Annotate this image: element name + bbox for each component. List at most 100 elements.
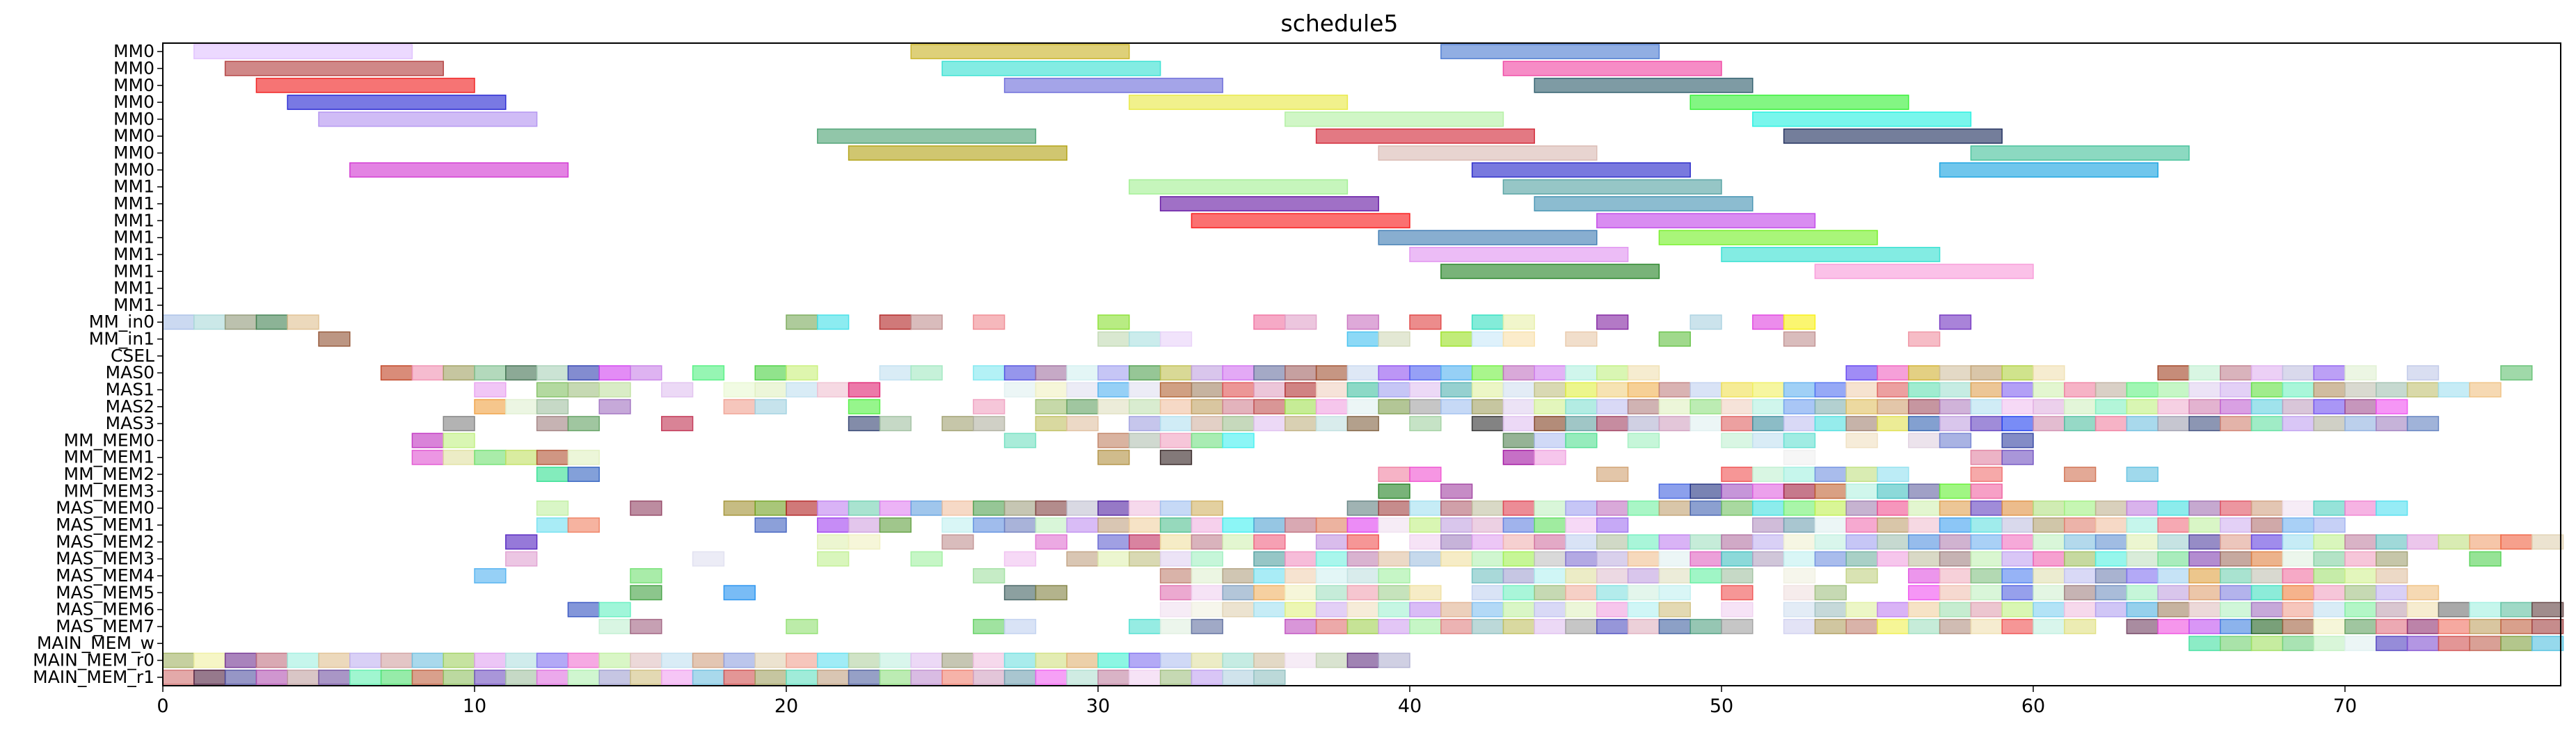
cell-bar [1003,433,1037,449]
y-tick-label: MM0 [113,58,154,78]
cell-bar [1502,602,1535,618]
cell-bar [630,652,662,668]
cell-bar [2033,365,2065,381]
cell-bar [536,517,569,533]
cell-bar [754,652,787,668]
cell-bar [1939,585,1972,601]
cell-bar [598,669,631,685]
cell-bar [1689,314,1722,330]
cell-bar [1534,500,1566,516]
cell-bar [2094,534,2128,550]
task-bar [1721,246,1941,262]
cell-bar [598,398,631,414]
cell-bar [692,551,725,567]
cell-bar [1003,365,1037,381]
cell-bar [2001,551,2034,567]
cell-bar [1035,585,1067,601]
cell-bar [817,314,850,330]
cell-bar [1845,382,1878,398]
cell-bar [2250,567,2284,583]
cell-bar [1877,483,1909,499]
cell-bar [1658,618,1691,634]
cell-bar [567,449,600,465]
cell-bar [1035,416,1067,432]
cell-bar [2313,365,2346,381]
cell-bar [1658,551,1691,567]
cell-bar [224,314,257,330]
cell-bar [1627,382,1660,398]
y-tick-label: MM_MEM1 [64,447,154,467]
cell-bar [349,652,382,668]
cell-bar [2188,618,2221,634]
cell-bar [1689,398,1722,414]
cell-bar [1003,585,1037,601]
cell-bar [754,365,787,381]
cell-bar [1502,331,1535,347]
cell-bar [1159,433,1193,449]
cell-bar [2500,602,2533,618]
cell-bar [224,669,257,685]
cell-bar [1596,602,1629,618]
cell-bar [1627,398,1660,414]
cell-bar [630,585,662,601]
cell-bar [2188,500,2221,516]
cell-bar [2126,416,2158,432]
cell-bar [2376,585,2408,601]
cell-bar [2220,618,2252,634]
cell-bar [2220,382,2252,398]
cell-bar [1783,534,1816,550]
cell-bar [287,314,319,330]
cell-bar [1908,534,1941,550]
cell-bar [754,517,787,533]
cell-bar [2469,602,2502,618]
cell-bar [1502,398,1535,414]
cell-bar [1502,449,1535,465]
cell-bar [1285,382,1317,398]
cell-bar [1253,652,1286,668]
cell-bar [255,669,288,685]
y-tick-label: MAS_MEM0 [56,498,154,518]
cell-bar [1534,449,1566,465]
cell-bar [2313,517,2346,533]
cell-bar [1346,365,1379,381]
task-bar [910,44,1130,60]
cell-bar [1440,483,1473,499]
cell-bar [1939,365,1972,381]
cell-bar [255,652,288,668]
cell-bar [598,382,631,398]
cell-bar [754,500,787,516]
x-tick-label: 40 [1398,695,1422,717]
task-bar [1378,145,1598,161]
cell-bar [1159,652,1193,668]
cell-bar [1783,567,1816,583]
cell-bar [318,669,351,685]
cell-bar [1097,500,1130,516]
cell-bar [1596,517,1629,533]
cell-bar [1471,602,1504,618]
cell-bar [536,467,569,483]
cell-bar [474,449,507,465]
cell-bar [2033,534,2065,550]
cell-bar [786,652,818,668]
cell-bar [2282,551,2314,567]
cell-bar [1409,314,1442,330]
cell-bar [1129,652,1161,668]
cell-bar [1970,585,2003,601]
cell-bar [1939,602,1972,618]
cell-bar [941,500,974,516]
task-bar [1409,246,1629,262]
cell-bar [2001,567,2034,583]
cell-bar [1565,365,1598,381]
cell-bar [1066,416,1099,432]
cell-bar [1502,567,1535,583]
cell-bar [1315,365,1349,381]
cell-bar [2250,534,2284,550]
cell-bar [1222,398,1255,414]
cell-bar [630,669,662,685]
cell-bar [2344,500,2377,516]
cell-bar [2033,382,2065,398]
cell-bar [1253,398,1286,414]
cell-bar [2282,585,2314,601]
cell-bar [1409,500,1442,516]
cell-bar [1378,483,1410,499]
